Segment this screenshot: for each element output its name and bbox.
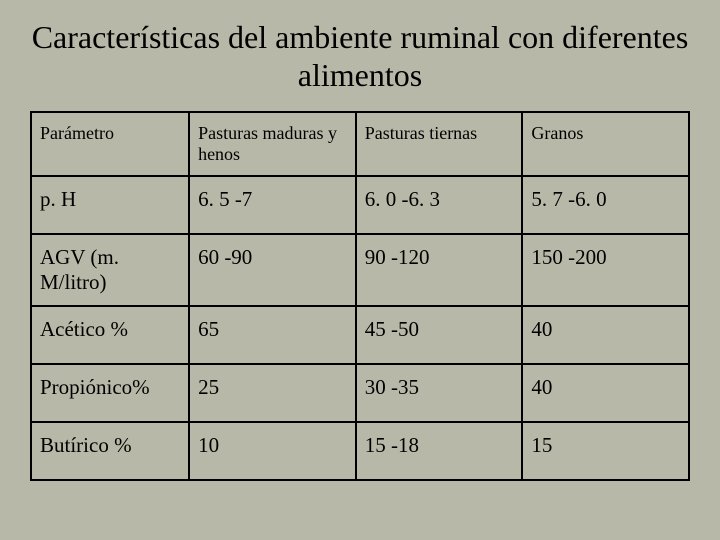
- table-cell: 45 -50: [356, 306, 523, 364]
- table-header-row: Parámetro Pasturas maduras y henos Pastu…: [31, 112, 689, 176]
- table-cell: 90 -120: [356, 234, 523, 306]
- table-row: Acético % 65 45 -50 40: [31, 306, 689, 364]
- table-header: Pasturas tiernas: [356, 112, 523, 176]
- table-cell: 10: [189, 422, 356, 480]
- table-cell: 30 -35: [356, 364, 523, 422]
- table-row: Propiónico% 25 30 -35 40: [31, 364, 689, 422]
- table-cell: 6. 5 -7: [189, 176, 356, 234]
- table-cell: 6. 0 -6. 3: [356, 176, 523, 234]
- table-cell: 5. 7 -6. 0: [522, 176, 689, 234]
- table-cell: p. H: [31, 176, 189, 234]
- table-header: Parámetro: [31, 112, 189, 176]
- ruminal-table: Parámetro Pasturas maduras y henos Pastu…: [30, 111, 690, 481]
- table-cell: 15 -18: [356, 422, 523, 480]
- table-cell: Propiónico%: [31, 364, 189, 422]
- table-cell: AGV (m. M/litro): [31, 234, 189, 306]
- table-cell: Butírico %: [31, 422, 189, 480]
- table-cell: 60 -90: [189, 234, 356, 306]
- table-cell: 65: [189, 306, 356, 364]
- table-cell: 15: [522, 422, 689, 480]
- page-title: Características del ambiente ruminal con…: [30, 18, 690, 95]
- table-cell: 40: [522, 306, 689, 364]
- table-cell: Acético %: [31, 306, 189, 364]
- table-header: Granos: [522, 112, 689, 176]
- table-row: p. H 6. 5 -7 6. 0 -6. 3 5. 7 -6. 0: [31, 176, 689, 234]
- table-row: AGV (m. M/litro) 60 -90 90 -120 150 -200: [31, 234, 689, 306]
- table-cell: 150 -200: [522, 234, 689, 306]
- table-row: Butírico % 10 15 -18 15: [31, 422, 689, 480]
- table-cell: 25: [189, 364, 356, 422]
- table-cell: 40: [522, 364, 689, 422]
- table-header: Pasturas maduras y henos: [189, 112, 356, 176]
